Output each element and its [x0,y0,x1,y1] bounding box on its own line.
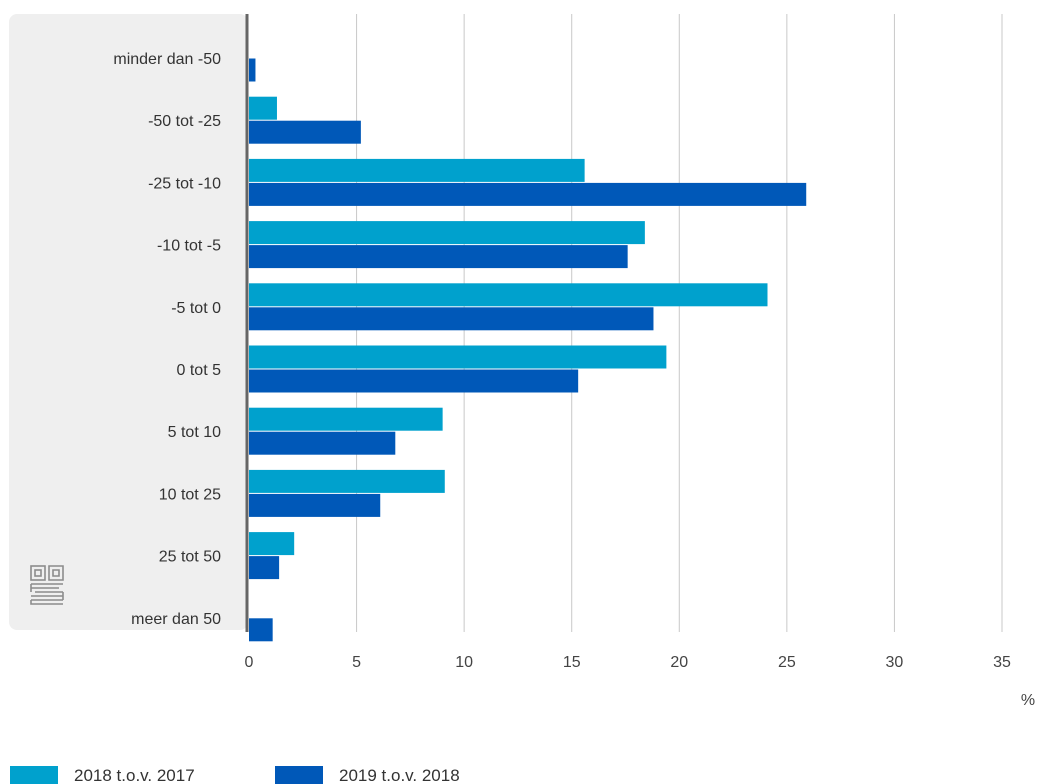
legend-label: 2018 t.o.v. 2017 [74,766,195,784]
x-tick-label: 10 [455,654,473,671]
category-label: meer dan 50 [131,611,221,628]
bar-series-1 [249,96,277,120]
x-tick-labels: 0 5 10 15 20 25 30 35 [245,654,1011,671]
bars [249,58,807,642]
category-label: -5 tot 0 [171,300,221,317]
x-tick-label: 20 [670,654,688,671]
bar-series-2 [249,245,628,269]
bar-series-2 [249,182,807,206]
legend-swatch [10,766,58,784]
bar-series-1 [249,158,585,182]
legend-swatch [275,766,323,784]
category-label: -25 tot -10 [148,175,221,192]
x-tick-label: 0 [245,654,254,671]
x-tick-label: 5 [352,654,361,671]
bar-series-2 [249,556,280,580]
x-tick-label: 35 [993,654,1011,671]
category-label: 5 tot 10 [168,424,221,441]
x-tick-label: 30 [886,654,904,671]
category-labels: minder dan -50 -50 tot -25 -25 tot -10 -10 … [113,51,221,628]
bar-series-1 [249,221,645,245]
bar-series-1 [249,532,295,556]
category-label: 25 tot 50 [159,549,221,566]
legend-label: 2019 t.o.v. 2018 [339,766,460,784]
category-label: 0 tot 5 [177,362,222,379]
bar-series-2 [249,618,273,642]
x-axis-label: % [1021,692,1035,709]
cbs-logo-icon [30,565,64,605]
bar-series-2 [249,120,361,144]
bar-series-1 [249,407,443,431]
bar-series-1 [249,469,445,493]
x-tick-label: 15 [563,654,581,671]
category-panel [9,14,248,630]
bar-series-2 [249,431,396,455]
x-tick-label: 25 [778,654,796,671]
legend: 2018 t.o.v. 2017 2019 t.o.v. 2018 [10,766,460,784]
bar-series-1 [249,345,667,369]
category-label: minder dan -50 [113,51,221,68]
bar-series-2 [249,58,256,82]
bar-series-1 [249,283,768,307]
bar-series-2 [249,493,381,517]
category-label: 10 tot 25 [159,486,221,503]
category-label: -50 tot -25 [148,113,221,130]
bar-series-2 [249,369,579,393]
bar-series-2 [249,307,654,331]
category-label: -10 tot -5 [157,238,221,255]
